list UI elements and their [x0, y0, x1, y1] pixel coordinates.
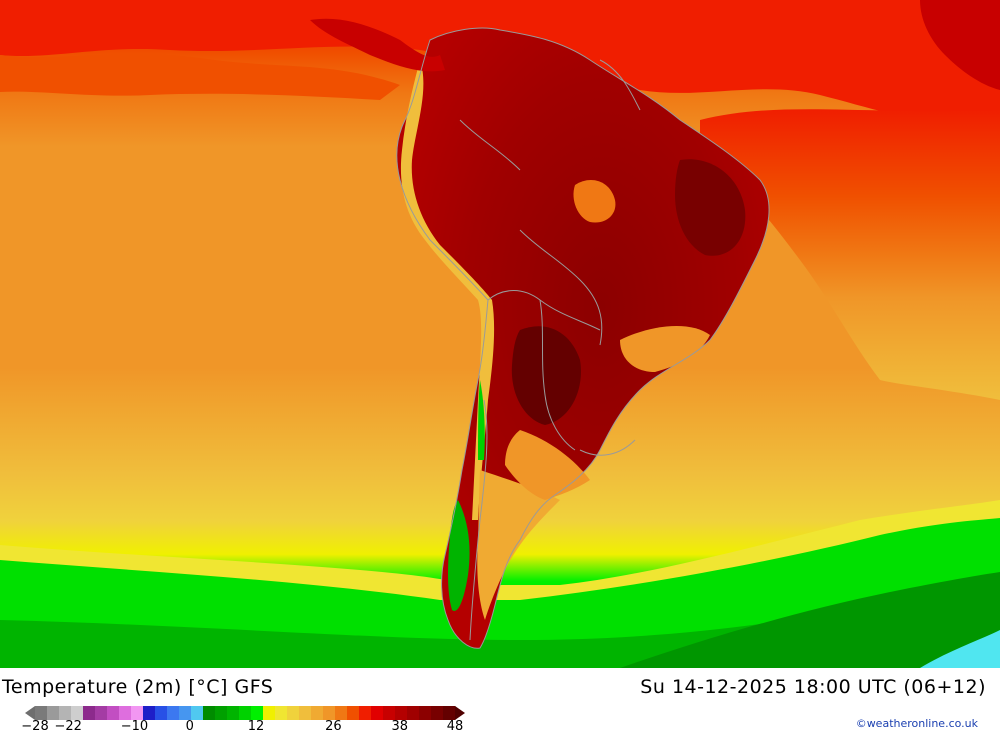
pampas-orange	[505, 430, 590, 500]
temperature-map	[0, 0, 1000, 668]
colorbar-cell	[227, 706, 240, 720]
map-title: Temperature (2m) [°C] GFS	[2, 676, 274, 698]
credit-link[interactable]: ©weatheronline.co.uk	[855, 717, 978, 730]
colorbar-tick-label: 38	[391, 719, 409, 734]
colorbar-cell	[71, 706, 84, 720]
colorbar-tick-label: 12	[247, 719, 265, 734]
colorbar-cell	[335, 706, 348, 720]
colorbar-tick-label: 0	[185, 719, 194, 734]
colorbar-cell	[143, 706, 156, 720]
colorbar-cell	[407, 706, 420, 720]
colorbar-right-arrow	[455, 706, 465, 720]
brazil-southeast-patch	[620, 325, 710, 372]
colorbar-cell	[323, 706, 336, 720]
colorbar-cell	[167, 706, 180, 720]
colorbar-cell	[371, 706, 384, 720]
colorbar-cell	[287, 706, 300, 720]
colorbar-cell	[215, 706, 228, 720]
south-cyan-patch	[920, 630, 1000, 668]
colorbar-tick-label: −10	[120, 719, 149, 734]
south-deeper-green	[620, 572, 1000, 668]
colorbar-cell	[443, 706, 456, 720]
brazil-highland-patch	[573, 180, 616, 223]
colorbar-tick-label: −28	[21, 719, 49, 734]
colorbar-cell	[359, 706, 372, 720]
colorbar-cell	[383, 706, 396, 720]
colorbar-cell	[107, 706, 120, 720]
colorbar-cell	[275, 706, 288, 720]
colorbar-cell	[347, 706, 360, 720]
colorbar-cell	[395, 706, 408, 720]
colorbar-tick-label: 26	[325, 719, 342, 734]
colorbar-cell	[119, 706, 132, 720]
atlantic-warm-region	[700, 109, 1000, 400]
colorbar-cell	[203, 706, 216, 720]
colorbar-cell	[239, 706, 252, 720]
colorbar-cell	[191, 706, 204, 720]
colorbar-tick-label: −22	[54, 719, 82, 734]
patagonia-green	[448, 500, 470, 611]
colorbar-cell	[179, 706, 192, 720]
andes-green-streak	[478, 380, 485, 460]
colorbar-cell	[431, 706, 444, 720]
patagonia-orange	[477, 470, 560, 620]
colorbar-cell	[155, 706, 168, 720]
northeast-hot-core	[675, 159, 746, 256]
temperature-colorbar	[25, 706, 465, 720]
colorbar-cell	[251, 706, 264, 720]
north-pacific-orange	[0, 54, 400, 100]
colorbar-cell	[419, 706, 432, 720]
africa-edge-land	[920, 0, 1000, 90]
chaco-hot-core	[511, 326, 581, 425]
colorbar-cell	[83, 706, 96, 720]
colorbar-cell	[35, 706, 48, 720]
colorbar-cell	[263, 706, 276, 720]
forecast-datetime: Su 14-12-2025 18:00 UTC (06+12)	[640, 676, 986, 698]
colorbar-tick-label: 48	[446, 719, 464, 734]
colorbar-cell	[311, 706, 324, 720]
colorbar-cell	[59, 706, 72, 720]
colorbar-cell	[47, 706, 60, 720]
colorbar-left-arrow	[25, 706, 35, 720]
colorbar-cell	[95, 706, 108, 720]
borders	[396, 27, 770, 649]
colorbar-cell	[131, 706, 144, 720]
central-america-land	[310, 18, 445, 72]
colorbar-cell	[299, 706, 312, 720]
